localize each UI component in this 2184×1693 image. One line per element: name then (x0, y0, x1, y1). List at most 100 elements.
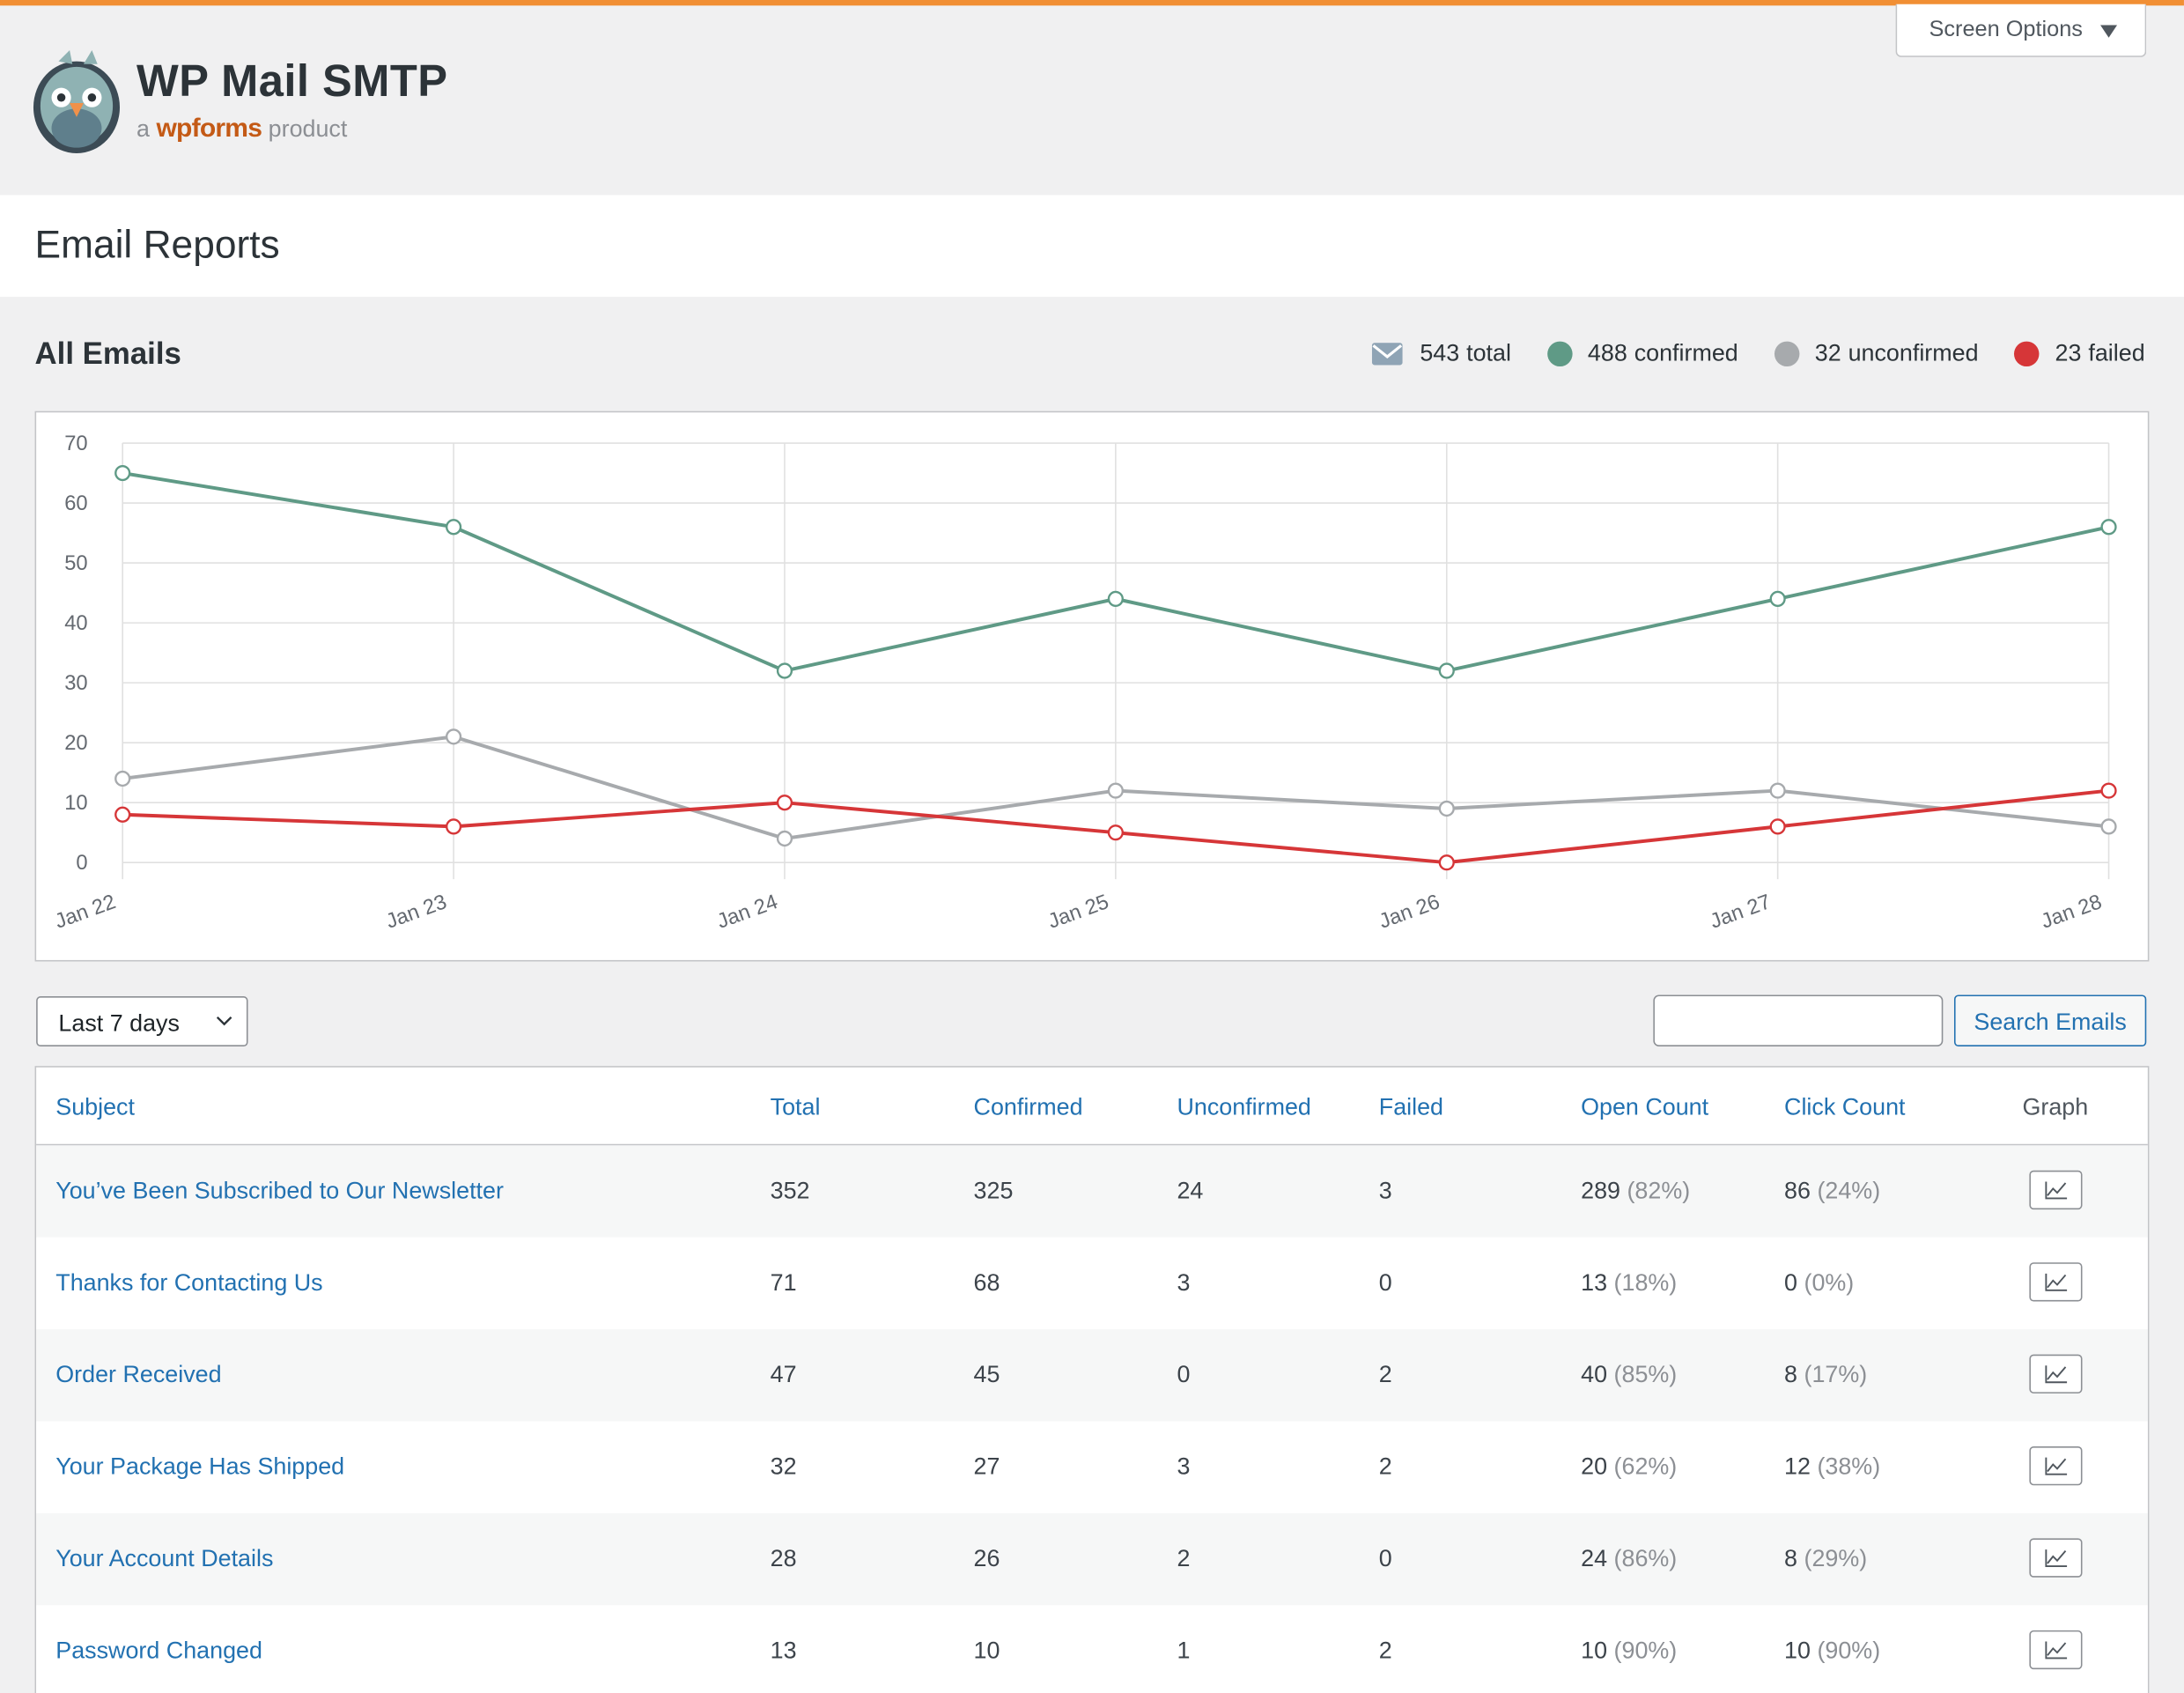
data-point (1769, 782, 1786, 799)
unconfirmed-cell: 0 (1177, 1361, 1191, 1388)
y-tick-label: 60 (64, 492, 87, 515)
y-tick-label: 50 (64, 552, 87, 575)
percent: (90%) (1613, 1637, 1678, 1664)
data-point (2100, 782, 2117, 799)
column-header[interactable]: Total (770, 1093, 821, 1120)
y-tick-label: 40 (64, 612, 87, 635)
percent: (62%) (1613, 1453, 1678, 1480)
screen-options[interactable]: Screen Options (1895, 4, 2147, 57)
data-point (1107, 824, 1124, 841)
column-header[interactable]: Confirmed (973, 1093, 1083, 1120)
data-point (1438, 854, 1455, 871)
total-cell: 13 (770, 1637, 797, 1664)
column-header[interactable]: Click Count (1784, 1093, 1906, 1120)
click-count-cell: 12 (38%) (1784, 1453, 1880, 1482)
x-tick-label: Jan 24 (714, 891, 781, 934)
click-count-cell: 86 (24%) (1784, 1178, 1880, 1206)
select-chevron (216, 1016, 232, 1026)
legend-item: 23 failed (2014, 339, 2145, 368)
failed-cell: 0 (1378, 1545, 1392, 1572)
subject-link[interactable]: Thanks for Contacting Us (55, 1269, 323, 1297)
graph-button[interactable] (2029, 1262, 2083, 1302)
count: 12 (1784, 1453, 1811, 1480)
click-count-cell: 0 (0%) (1784, 1269, 1854, 1297)
confirmed-cell: 27 (973, 1453, 1000, 1480)
data-point (114, 806, 131, 823)
legend-item: 32 unconfirmed (1774, 340, 1979, 368)
period-select[interactable]: Last 7 days (36, 996, 248, 1047)
confirmed-cell: 26 (973, 1545, 1000, 1572)
dropdown-arrow (2100, 25, 2118, 38)
data-point (1769, 818, 1786, 835)
column-header[interactable]: Unconfirmed (1177, 1093, 1311, 1120)
subject-link[interactable]: Your Account Details (55, 1545, 274, 1572)
envelope-icon (1372, 343, 1404, 366)
total-cell: 352 (770, 1177, 810, 1204)
table-row: Thanks for Contacting Us 71 68 3 0 13 (18%) 0 … (36, 1237, 2148, 1330)
subject-link[interactable]: Your Package Has Shipped (55, 1453, 345, 1480)
data-point (1107, 590, 1124, 607)
unconfirmed-cell: 1 (1177, 1637, 1191, 1664)
failed-cell: 2 (1378, 1453, 1392, 1480)
count: 8 (1784, 1545, 1798, 1572)
tagline-brand: wpforms (156, 114, 262, 144)
open-count-cell: 289 (82%) (1581, 1178, 1690, 1206)
open-count-cell: 40 (85%) (1581, 1362, 1677, 1390)
percent: (90%) (1817, 1637, 1881, 1664)
open-count-cell: 13 (18%) (1581, 1269, 1677, 1297)
data-point (1438, 662, 1455, 679)
tagline-prefix: a (136, 115, 150, 143)
open-count-cell: 20 (62%) (1581, 1453, 1677, 1482)
unconfirmed-cell: 24 (1177, 1177, 1204, 1204)
x-tick-label: Jan 23 (383, 891, 450, 934)
percent: (82%) (1627, 1177, 1691, 1204)
legend-total: 543 total (1372, 340, 1511, 368)
percent: (18%) (1613, 1269, 1678, 1297)
total-cell: 47 (770, 1361, 797, 1388)
graph-icon (2045, 1181, 2068, 1200)
search-input[interactable] (1653, 994, 1944, 1047)
logo (33, 49, 121, 154)
column-header[interactable]: Failed (1378, 1093, 1444, 1120)
subject-link[interactable]: Password Changed (55, 1637, 262, 1664)
graph-button[interactable] (2029, 1170, 2083, 1210)
email-table: Subject Total Confirmed Unconfirmed Failed Op… (34, 1066, 2150, 1693)
data-point (445, 818, 462, 835)
total-cell: 71 (770, 1269, 797, 1297)
tagline-suffix: product (268, 115, 348, 143)
legend-total: 32 (1814, 339, 1841, 367)
percent: (38%) (1817, 1453, 1881, 1480)
graph-button[interactable] (2029, 1538, 2083, 1578)
graph-button[interactable] (2029, 1446, 2083, 1486)
count: 289 (1581, 1177, 1620, 1204)
column-header[interactable]: Subject (55, 1093, 135, 1120)
legend: 543 total 488 confirmed 32 unconfirmed 23 fail… (1336, 339, 2145, 368)
chart: 0 10 20 30 40 50 60 70 Jan 22 Jan 23 Jan 24 Jan 25 J… (52, 432, 2117, 934)
table-row: You’ve Been Subscribed to Our Newsletter… (36, 1145, 2148, 1238)
data-point (1769, 590, 1786, 607)
data-point (445, 728, 462, 745)
graph-icon (2045, 1457, 2068, 1475)
percent: (17%) (1804, 1361, 1868, 1388)
graph-button[interactable] (2029, 1630, 2083, 1670)
click-count-cell: 10 (90%) (1784, 1638, 1880, 1666)
column-header: Graph (2022, 1093, 2089, 1120)
legend-name: failed (2088, 339, 2145, 367)
y-tick-label: 70 (64, 432, 87, 455)
legend-name: unconfirmed (1848, 339, 1979, 367)
subject-link[interactable]: Order Received (55, 1361, 222, 1388)
period-label: Last 7 days (58, 1009, 180, 1037)
subject-link[interactable]: You’ve Been Subscribed to Our Newsletter (55, 1177, 504, 1204)
search-button[interactable]: Search Emails (1953, 994, 2147, 1047)
failed-cell: 2 (1378, 1361, 1392, 1388)
graph-icon (2045, 1549, 2068, 1568)
confirmed-cell: 68 (973, 1269, 1000, 1297)
click-count-cell: 8 (29%) (1784, 1545, 1867, 1573)
total-cell: 28 (770, 1545, 797, 1572)
tagline: a wpforms product (136, 115, 347, 145)
failed-cell: 0 (1378, 1269, 1392, 1297)
column-header[interactable]: Open Count (1581, 1093, 1709, 1120)
y-tick-label: 20 (64, 732, 87, 755)
legend-total: 23 (2055, 339, 2082, 367)
graph-button[interactable] (2029, 1354, 2083, 1394)
